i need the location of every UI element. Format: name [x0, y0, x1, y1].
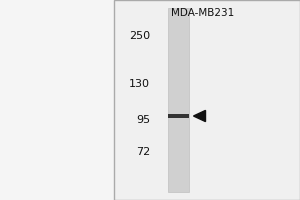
- Text: MDA-MB231: MDA-MB231: [171, 8, 234, 18]
- Polygon shape: [194, 110, 206, 122]
- Bar: [168, 114, 189, 118]
- Bar: [168, 8, 189, 192]
- Text: 72: 72: [136, 147, 150, 157]
- Text: 95: 95: [136, 115, 150, 125]
- Text: 250: 250: [129, 31, 150, 41]
- Text: 130: 130: [129, 79, 150, 89]
- Bar: [114, 0, 300, 200]
